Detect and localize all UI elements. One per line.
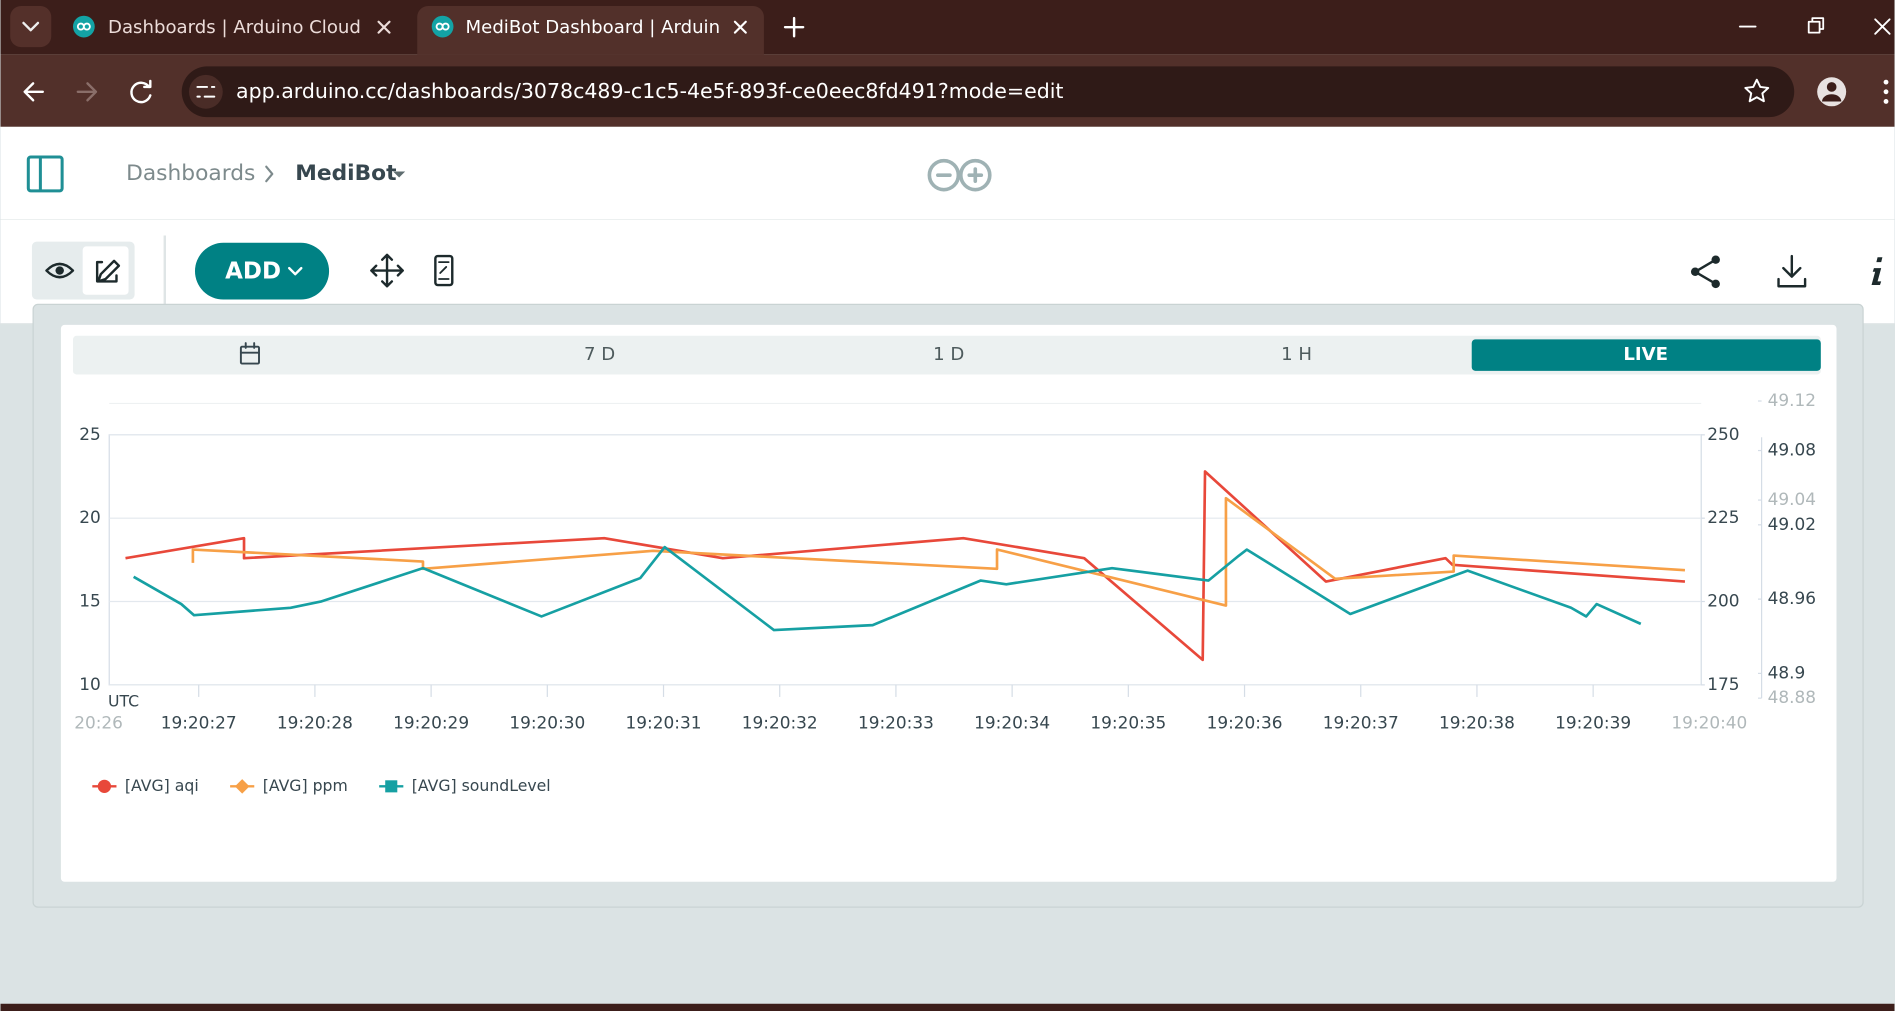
timezone-label: UTC [108, 691, 139, 710]
url: app.arduino.cc/dashboards/3078c489-c1c5-… [236, 79, 1063, 103]
chart: 25 20 15 10 250 225 200 175 49.12 49.08 49.04 49.02… [74, 390, 1816, 795]
series-line [132, 545, 1642, 632]
legend-item[interactable]: [AVG] soundLevel [379, 776, 551, 795]
tab-search[interactable] [10, 6, 52, 48]
arrange[interactable] [370, 253, 404, 288]
y3-tick-label: 48.96 [1768, 588, 1816, 608]
y-tick-label: 10 [79, 674, 101, 694]
y3-tick-label: 48.88 [1768, 687, 1816, 707]
series-line [125, 470, 1686, 662]
active-tab[interactable] [417, 6, 764, 55]
series-line [191, 496, 1686, 607]
add-label: ADD [225, 258, 281, 284]
view-mode[interactable] [45, 262, 75, 279]
y2-tick-label: 175 [1707, 674, 1739, 694]
live-button[interactable] [1471, 339, 1821, 371]
y2-tick-label: 200 [1707, 591, 1739, 611]
breadcrumb-current[interactable]: MediBot [295, 161, 396, 186]
x-tick-label: 19:20:32 [742, 713, 818, 733]
add-button[interactable] [194, 242, 330, 300]
download[interactable] [1777, 254, 1807, 288]
sidebar-toggle[interactable] [26, 155, 64, 193]
range-option: LIVE [1623, 344, 1668, 365]
restore[interactable] [1807, 17, 1825, 34]
range-option[interactable]: 1 D [933, 344, 964, 365]
breadcrumb-link[interactable]: Dashboards [126, 161, 255, 186]
omnibox[interactable] [181, 66, 1795, 118]
mobile-view[interactable] [434, 254, 454, 287]
x-tick-label: 19:20:34 [974, 713, 1050, 733]
tab-title: MediBot Dashboard | Arduino C [466, 17, 750, 38]
x-tick-label: 19:20:37 [1323, 713, 1399, 733]
y3-tick-label: 49.02 [1768, 514, 1816, 534]
close-window[interactable] [1874, 18, 1891, 35]
legend-label: [AVG] soundLevel [412, 776, 551, 795]
x-tick-label: 19:20:33 [858, 713, 934, 733]
y3-tick-label: 49.12 [1768, 390, 1816, 410]
legend-label: [AVG] aqi [125, 776, 199, 795]
arduino-logo [927, 158, 992, 192]
y-tick-label: 20 [79, 507, 101, 527]
chevron [22, 21, 40, 32]
legend-item[interactable]: [AVG] aqi [92, 776, 199, 795]
x-tick-label: 19:20:35 [1090, 713, 1166, 733]
back[interactable] [23, 82, 45, 102]
site-info[interactable] [188, 74, 223, 109]
y3-tick-label: 48.9 [1768, 662, 1806, 682]
range-option[interactable]: 7 D [584, 344, 615, 365]
x-tick-label: 19:20:39 [1555, 713, 1631, 733]
calendar[interactable] [239, 342, 260, 365]
x-tick-label: 19:20:27 [161, 713, 237, 733]
x-tick-label: 19:20:29 [393, 713, 469, 733]
tab-title: Dashboards | Arduino Cloud [108, 17, 361, 38]
time-range-bar [72, 335, 1821, 375]
legend-marker [385, 780, 398, 793]
y2-tick-label: 250 [1707, 424, 1739, 444]
y2-tick-label: 225 [1707, 507, 1739, 527]
x-tick-label: 19:20:38 [1439, 713, 1515, 733]
tab-strip [0, 0, 1895, 55]
y-tick-label: 25 [79, 424, 101, 444]
x-tick-label: 19:20:36 [1207, 713, 1283, 733]
taskbar-edge [0, 1003, 1895, 1011]
legend-marker [234, 779, 250, 794]
x-tick-label: 19:20:28 [277, 713, 353, 733]
x-tick-label: 19:20:40 [1671, 713, 1747, 733]
x-tick-label: 20:26 [74, 713, 123, 733]
caret[interactable] [393, 171, 406, 178]
legend-label: [AVG] ppm [263, 776, 348, 795]
x-tick-label: 19:20:30 [509, 713, 585, 733]
reload[interactable] [130, 79, 152, 104]
tab[interactable]: Dashboards | Arduino Cloud [72, 15, 391, 38]
bookmark[interactable] [1744, 78, 1770, 103]
x-tick-label: 19:20:31 [626, 713, 702, 733]
range-option[interactable]: 1 H [1281, 344, 1312, 365]
menu[interactable] [1883, 79, 1889, 104]
legend-marker [97, 779, 112, 793]
info[interactable] [1871, 257, 1883, 286]
new-tab[interactable] [783, 16, 805, 38]
share[interactable] [1690, 255, 1720, 289]
close-tab[interactable] [733, 20, 747, 34]
forward [76, 82, 98, 102]
y-tick-label: 15 [79, 591, 101, 611]
legend-item[interactable]: [AVG] ppm [230, 776, 348, 795]
y3-tick-label: 49.08 [1768, 440, 1816, 460]
chart-card [60, 324, 1837, 882]
y3-tick-label: 49.04 [1768, 489, 1816, 509]
